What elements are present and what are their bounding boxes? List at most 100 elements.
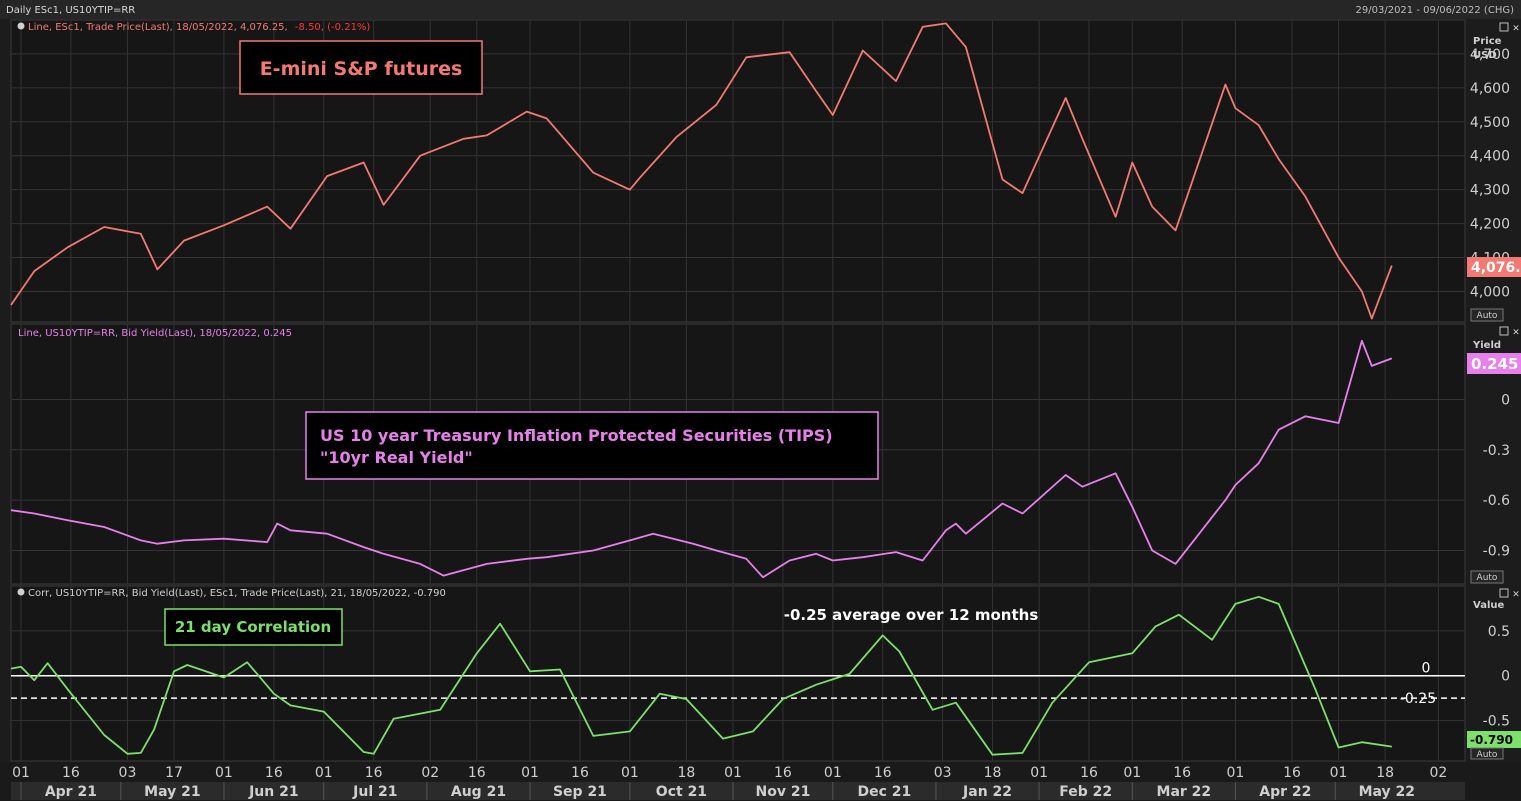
corr-y-tick-label: 0.5 <box>1488 624 1510 640</box>
x-day-label: 02 <box>421 765 439 781</box>
corr-last-value-badge <box>1467 731 1521 748</box>
x-day-label: 16 <box>1080 765 1098 781</box>
x-month-labels: Apr 21 May 21 Jun 21 Jul 21 Aug 21 Sep 21 Oct … <box>20 782 1415 800</box>
x-month-label: May 22 <box>1359 784 1415 800</box>
sp-gridlines <box>11 20 1465 322</box>
sp-y-tick-label: 4,600 <box>1470 81 1510 97</box>
x-day-label: 01 <box>824 765 842 781</box>
x-month-label: Oct 21 <box>656 784 707 800</box>
tips-y-tick-label: 0 <box>1501 392 1510 408</box>
sp-legend: Line, ESc1, Trade Price(Last), 18/05/202… <box>28 22 370 33</box>
header-bar <box>0 0 1521 19</box>
sp-unit-line2: USD <box>1473 50 1497 61</box>
sp-last-value-badge <box>1467 257 1521 277</box>
sp-last-value: 4,076. <box>1471 260 1521 276</box>
x-month-label: Mar 22 <box>1157 784 1212 800</box>
tips-series-line <box>10 339 1393 579</box>
x-month-label: Jan 22 <box>962 784 1012 800</box>
x-day-label: 01 <box>1227 765 1245 781</box>
x-month-label: Sep 21 <box>553 784 607 800</box>
sp-auto-button[interactable] <box>1470 308 1504 322</box>
sp-panel <box>10 19 1466 323</box>
x-month-label: Dec 21 <box>858 784 912 800</box>
sp-auto-label: Auto <box>1477 311 1498 321</box>
sp-close-icon[interactable]: ✕ <box>1512 24 1520 34</box>
sp-series-line <box>10 22 1393 320</box>
x-day-label: 03 <box>119 765 137 781</box>
x-day-label: 01 <box>12 765 30 781</box>
x-day-label: 03 <box>934 765 952 781</box>
corr-auto-label: Auto <box>1477 750 1498 760</box>
x-month-label: Nov 21 <box>756 784 811 800</box>
sp-y-tick-label: 4,000 <box>1470 284 1510 300</box>
x-month-label: Jul 21 <box>352 784 397 800</box>
tips-legend: Line, US10YTIP=RR, Bid Yield(Last), 18/0… <box>18 328 292 339</box>
x-day-label: 16 <box>468 765 486 781</box>
corr-panel <box>10 585 1466 762</box>
sp-annotation-box <box>239 40 483 95</box>
x-day-label: 01 <box>1030 765 1048 781</box>
corr-last-value: -0.790 <box>1470 733 1513 747</box>
corr-maximize-icon[interactable] <box>1499 588 1509 598</box>
sp-maximize-icon[interactable] <box>1499 22 1509 32</box>
corr-y-ticks: -0.5 0 0.5 <box>1483 624 1510 730</box>
x-day-label: 16 <box>265 765 283 781</box>
corr-gridlines <box>11 586 1465 761</box>
corr-annotation-box <box>164 608 343 646</box>
tips-last-value: 0.245 <box>1471 355 1518 373</box>
sp-legend-icon[interactable] <box>17 22 25 30</box>
tips-auto-label: Auto <box>1477 573 1498 583</box>
tips-y-tick-label: -0.9 <box>1483 543 1510 559</box>
sp-y-tick-label: 4,700 <box>1470 47 1510 63</box>
x-month-label: Feb 22 <box>1059 784 1112 800</box>
tips-last-value-badge <box>1467 353 1521 374</box>
sp-y-tick-label: 4,400 <box>1470 149 1510 165</box>
tips-annotation-line1: US 10 year Treasury Inflation Protected … <box>320 426 833 445</box>
sp-y-tick-label: 4,300 <box>1470 183 1510 199</box>
x-day-label: 18 <box>678 765 696 781</box>
x-day-label: 16 <box>62 765 80 781</box>
date-range: 29/03/2021 - 09/06/2022 (CHG) <box>1356 5 1515 16</box>
sp-y-tick-label: 4,500 <box>1470 115 1510 131</box>
corr-legend-icon[interactable] <box>17 588 25 596</box>
tips-close-icon[interactable]: ✕ <box>1512 328 1520 338</box>
corr-average-note: -0.25 average over 12 months <box>784 606 1039 624</box>
tips-maximize-icon[interactable] <box>1499 326 1509 336</box>
corr-zero-label: 0 <box>1422 661 1431 677</box>
sp-y-tick-label: 4,200 <box>1470 217 1510 233</box>
tips-y-ticks: -0.9 -0.6 -0.3 0 <box>1483 392 1510 559</box>
corr-y-tick-label: 0 <box>1501 669 1510 685</box>
x-day-label: 16 <box>1283 765 1301 781</box>
sp-legend-text: Line, ESc1, Trade Price(Last), 18/05/202… <box>28 22 288 33</box>
x-month-label: Jun 21 <box>248 784 299 800</box>
tips-auto-button[interactable] <box>1470 570 1504 584</box>
corr-close-icon[interactable]: ✕ <box>1512 590 1520 600</box>
chart-title: Daily ESc1, US10YTIP=RR <box>6 5 135 16</box>
x-day-label: 01 <box>315 765 333 781</box>
x-day-label: 01 <box>215 765 233 781</box>
x-day-label: 16 <box>874 765 892 781</box>
x-month-label: May 21 <box>144 784 200 800</box>
sp-unit-line1: Price <box>1473 36 1502 47</box>
x-month-label: Apr 22 <box>1259 784 1311 800</box>
x-day-labels: 01 16 03 17 01 16 01 16 02 16 01 16 01 18 01 16 01 16 03 18… <box>12 765 1447 781</box>
x-day-label: 01 <box>724 765 742 781</box>
x-day-label: 17 <box>165 765 183 781</box>
corr-y-tick-label: -0.5 <box>1483 714 1510 730</box>
corr-legend: Corr, US10YTIP=RR, Bid Yield(Last), ESc1… <box>28 588 446 599</box>
corr-auto-button[interactable] <box>1470 747 1504 760</box>
x-day-label: 01 <box>1330 765 1348 781</box>
x-day-label: 16 <box>1173 765 1191 781</box>
x-day-label: 16 <box>365 765 383 781</box>
corr-unit: Value <box>1473 600 1504 611</box>
tips-annotation-box <box>305 411 879 480</box>
x-day-label: 18 <box>1376 765 1394 781</box>
x-day-label: 02 <box>1429 765 1447 781</box>
tips-unit: Yield <box>1472 340 1501 351</box>
x-day-label: 16 <box>774 765 792 781</box>
sp-legend-change: -8.50, (-0.21%) <box>295 22 371 33</box>
x-day-label: 01 <box>1123 765 1141 781</box>
x-day-label: 01 <box>521 765 539 781</box>
month-band <box>11 782 1465 800</box>
